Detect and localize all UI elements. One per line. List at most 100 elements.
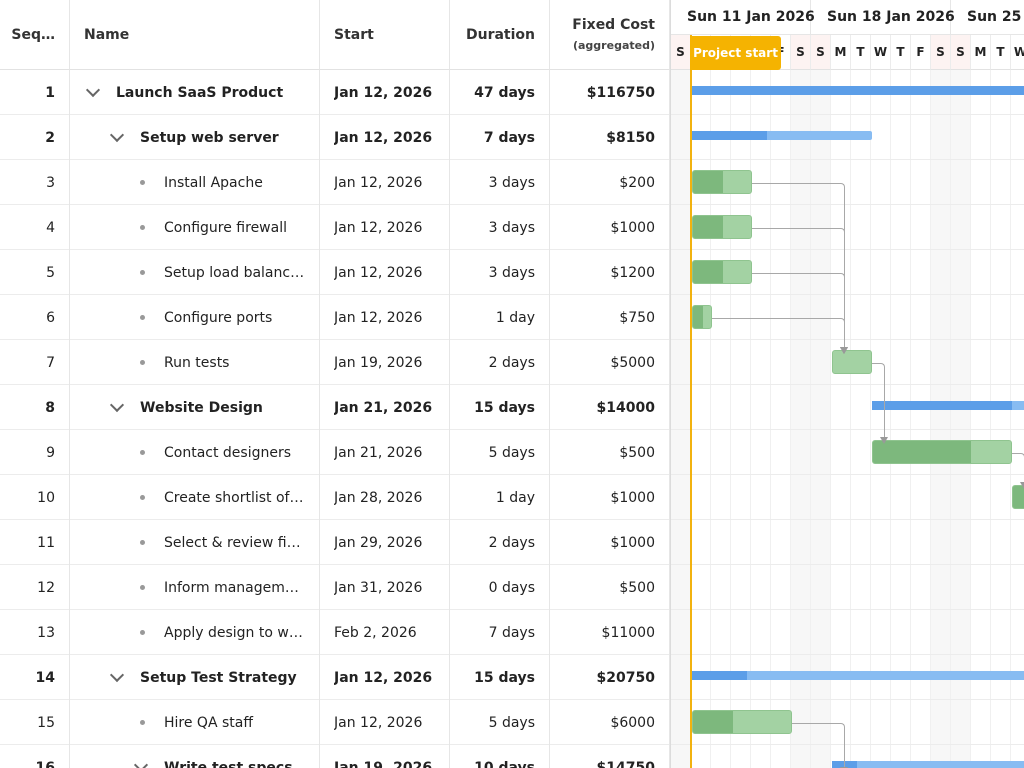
chevron-down-icon[interactable] — [109, 667, 125, 683]
cell-name[interactable]: Configure ports — [70, 295, 320, 340]
cell-duration[interactable]: 3 days — [450, 250, 550, 295]
cell-name[interactable]: Hire QA staff — [70, 700, 320, 745]
cell-name[interactable]: Create shortlist of t… — [70, 475, 320, 520]
summary-bar[interactable] — [692, 86, 1024, 95]
cell-fixed-cost[interactable]: $14750 — [550, 745, 670, 768]
cell-duration[interactable]: 15 days — [450, 655, 550, 700]
cell-name[interactable]: Website Design — [70, 385, 320, 430]
cell-name[interactable]: Apply design to we… — [70, 610, 320, 655]
cell-start[interactable]: Jan 19, 2026 — [320, 745, 450, 768]
cell-fixed-cost[interactable]: $1000 — [550, 475, 670, 520]
cell-name[interactable]: Launch SaaS Product — [70, 70, 320, 115]
summary-bar[interactable] — [692, 671, 1024, 680]
cell-name[interactable]: Write test specs — [70, 745, 320, 768]
cell-start[interactable]: Jan 12, 2026 — [320, 655, 450, 700]
table-row[interactable]: 15 Hire QA staff Jan 12, 2026 5 days $6000 — [0, 700, 670, 745]
column-header-start[interactable]: Start — [320, 0, 450, 70]
task-bar[interactable] — [872, 440, 1012, 464]
cell-start[interactable]: Jan 21, 2026 — [320, 385, 450, 430]
cell-start[interactable]: Jan 21, 2026 — [320, 430, 450, 475]
chevron-down-icon[interactable] — [133, 757, 149, 768]
column-header-name[interactable]: Name — [70, 0, 320, 70]
cell-duration[interactable]: 2 days — [450, 340, 550, 385]
chevron-down-icon[interactable] — [109, 397, 125, 413]
summary-bar[interactable] — [692, 131, 872, 140]
cell-duration[interactable]: 5 days — [450, 430, 550, 475]
cell-fixed-cost[interactable]: $1200 — [550, 250, 670, 295]
table-row[interactable]: 13 Apply design to we… Feb 2, 2026 7 days $1… — [0, 610, 670, 655]
table-row[interactable]: 9 Contact designers Jan 21, 2026 5 days $500 — [0, 430, 670, 475]
chevron-down-icon[interactable] — [109, 127, 125, 143]
cell-fixed-cost[interactable]: $1000 — [550, 520, 670, 565]
column-header-fixed-cost[interactable]: Fixed Cost (aggregated) — [550, 0, 670, 70]
table-row[interactable]: 4 Configure firewall Jan 12, 2026 3 days $10… — [0, 205, 670, 250]
cell-start[interactable]: Jan 29, 2026 — [320, 520, 450, 565]
cell-fixed-cost[interactable]: $14000 — [550, 385, 670, 430]
task-bar[interactable] — [692, 215, 752, 239]
cell-start[interactable]: Jan 12, 2026 — [320, 700, 450, 745]
cell-fixed-cost[interactable]: $20750 — [550, 655, 670, 700]
cell-name[interactable]: Contact designers — [70, 430, 320, 475]
table-row[interactable]: 2 Setup web server Jan 12, 2026 7 days $8150 — [0, 115, 670, 160]
column-header-seq[interactable]: Seq… — [0, 0, 70, 70]
cell-duration[interactable]: 2 days — [450, 520, 550, 565]
table-row[interactable]: 10 Create shortlist of t… Jan 28, 2026 1 da… — [0, 475, 670, 520]
cell-duration[interactable]: 3 days — [450, 160, 550, 205]
cell-name[interactable]: Install Apache — [70, 160, 320, 205]
table-row[interactable]: 11 Select & review fin… Jan 29, 2026 2 days… — [0, 520, 670, 565]
cell-duration[interactable]: 47 days — [450, 70, 550, 115]
cell-fixed-cost[interactable]: $5000 — [550, 340, 670, 385]
cell-duration[interactable]: 0 days — [450, 565, 550, 610]
cell-duration[interactable]: 5 days — [450, 700, 550, 745]
cell-start[interactable]: Jan 12, 2026 — [320, 295, 450, 340]
task-bar[interactable] — [832, 350, 872, 374]
task-bar[interactable] — [692, 170, 752, 194]
cell-fixed-cost[interactable]: $500 — [550, 430, 670, 475]
cell-fixed-cost[interactable]: $6000 — [550, 700, 670, 745]
cell-name[interactable]: Inform manageme… — [70, 565, 320, 610]
cell-fixed-cost[interactable]: $200 — [550, 160, 670, 205]
cell-start[interactable]: Jan 31, 2026 — [320, 565, 450, 610]
task-bar[interactable] — [692, 305, 712, 329]
cell-fixed-cost[interactable]: $8150 — [550, 115, 670, 160]
cell-name[interactable]: Setup load balanc… — [70, 250, 320, 295]
cell-start[interactable]: Jan 12, 2026 — [320, 205, 450, 250]
cell-start[interactable]: Jan 12, 2026 — [320, 250, 450, 295]
cell-start[interactable]: Jan 12, 2026 — [320, 160, 450, 205]
cell-duration[interactable]: 10 days — [450, 745, 550, 768]
column-header-duration[interactable]: Duration — [450, 0, 550, 70]
chevron-down-icon[interactable] — [85, 82, 101, 98]
cell-name[interactable]: Configure firewall — [70, 205, 320, 250]
cell-start[interactable]: Jan 28, 2026 — [320, 475, 450, 520]
task-bar[interactable] — [1012, 485, 1024, 509]
table-row[interactable]: 12 Inform manageme… Jan 31, 2026 0 days $500 — [0, 565, 670, 610]
cell-duration[interactable]: 1 day — [450, 295, 550, 340]
table-row[interactable]: 8 Website Design Jan 21, 2026 15 days $14000 — [0, 385, 670, 430]
cell-fixed-cost[interactable]: $500 — [550, 565, 670, 610]
cell-name[interactable]: Run tests — [70, 340, 320, 385]
cell-duration[interactable]: 7 days — [450, 610, 550, 655]
task-bar[interactable] — [692, 260, 752, 284]
cell-fixed-cost[interactable]: $116750 — [550, 70, 670, 115]
cell-fixed-cost[interactable]: $1000 — [550, 205, 670, 250]
cell-duration[interactable]: 1 day — [450, 475, 550, 520]
task-bar[interactable] — [692, 710, 792, 734]
cell-duration[interactable]: 3 days — [450, 205, 550, 250]
cell-name[interactable]: Select & review fin… — [70, 520, 320, 565]
cell-fixed-cost[interactable]: $11000 — [550, 610, 670, 655]
cell-duration[interactable]: 7 days — [450, 115, 550, 160]
table-row[interactable]: 3 Install Apache Jan 12, 2026 3 days $200 — [0, 160, 670, 205]
table-row[interactable]: 7 Run tests Jan 19, 2026 2 days $5000 — [0, 340, 670, 385]
summary-bar[interactable] — [832, 761, 1024, 768]
table-row[interactable]: 16 Write test specs Jan 19, 2026 10 days $14… — [0, 745, 670, 768]
cell-fixed-cost[interactable]: $750 — [550, 295, 670, 340]
table-row[interactable]: 5 Setup load balanc… Jan 12, 2026 3 days $12… — [0, 250, 670, 295]
cell-name[interactable]: Setup web server — [70, 115, 320, 160]
table-row[interactable]: 1 Launch SaaS Product Jan 12, 2026 47 days $… — [0, 70, 670, 115]
table-row[interactable]: 14 Setup Test Strategy Jan 12, 2026 15 days… — [0, 655, 670, 700]
cell-start[interactable]: Feb 2, 2026 — [320, 610, 450, 655]
cell-duration[interactable]: 15 days — [450, 385, 550, 430]
cell-start[interactable]: Jan 12, 2026 — [320, 115, 450, 160]
cell-start[interactable]: Jan 19, 2026 — [320, 340, 450, 385]
summary-bar[interactable] — [872, 401, 1024, 410]
